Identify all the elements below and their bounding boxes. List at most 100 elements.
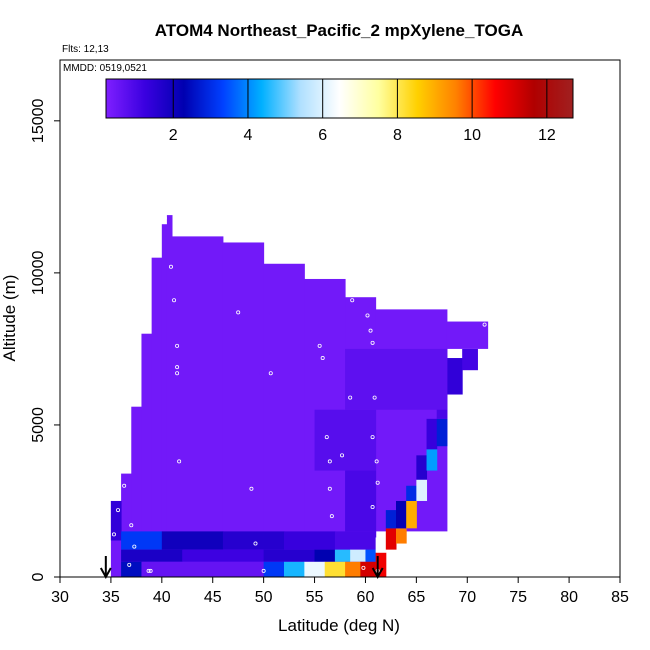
x-tick-label-5: 55 — [306, 589, 324, 606]
colorbar-tick-label-4: 10 — [463, 127, 481, 144]
x-tick-label-8: 70 — [458, 589, 476, 606]
heatmap-cell-29 — [416, 479, 428, 501]
colorbar: 2 4 6 8 10 12 — [105, 78, 574, 144]
y-axis-label: Altitude (m) — [0, 275, 19, 362]
heatmap-cell-0 — [110, 500, 122, 541]
sample-point-32 — [105, 495, 110, 500]
sample-point-9 — [177, 459, 182, 464]
field-column-5 — [161, 224, 168, 577]
sample-point-12 — [320, 356, 325, 361]
heatmap-cell-23 — [385, 528, 397, 550]
sample-point-27 — [370, 505, 375, 510]
field-column-4 — [151, 257, 163, 577]
x-tick-label-6: 60 — [357, 589, 375, 606]
sample-point-41 — [261, 568, 266, 573]
heatmap-cell-5 — [334, 531, 377, 550]
heatmap-cell-32 — [426, 418, 438, 450]
sample-point-7 — [175, 371, 180, 376]
x-tick-label-10: 80 — [560, 589, 578, 606]
field-column-1 — [121, 473, 132, 577]
y-tick-label-3: 15000 — [30, 98, 47, 143]
colorbar-tick-label-0: 2 — [169, 127, 178, 144]
sample-point-25 — [327, 486, 332, 491]
heatmap-cell-9 — [314, 549, 336, 562]
sample-point-13 — [350, 298, 355, 303]
heatmap-cells — [110, 348, 478, 577]
heatmap-cell-27 — [406, 500, 417, 529]
x-tick-label-2: 40 — [153, 589, 171, 606]
heatmap-cell-19 — [345, 561, 361, 577]
heatmap-cell-8 — [263, 549, 316, 562]
colorbar-tick-label-3: 8 — [393, 127, 402, 144]
sample-point-2 — [168, 264, 173, 269]
y-axis: 0 5000 10000 15000 — [30, 98, 60, 581]
heatmap-cell-4 — [284, 531, 336, 550]
x-axis-label: Latitude (deg N) — [278, 616, 400, 635]
colorbar-gradient — [105, 78, 574, 119]
sample-point-28 — [122, 483, 127, 488]
sample-point-38 — [482, 322, 487, 327]
sample-point-6 — [175, 365, 180, 370]
heatmap-cell-36 — [462, 348, 478, 371]
field-column-8 — [222, 242, 265, 577]
heatmap-cell-10 — [334, 549, 351, 562]
heatmap-cell-33 — [436, 418, 448, 447]
sample-point-20 — [340, 453, 345, 458]
colorbar-tick-label-2: 6 — [318, 127, 327, 144]
heatmap-cell-3 — [222, 531, 285, 550]
field-column-7 — [172, 236, 224, 577]
sample-point-4 — [236, 310, 241, 315]
y-tick-label-2: 10000 — [30, 251, 47, 296]
sample-point-19 — [327, 459, 332, 464]
heatmap-cell-18 — [324, 561, 346, 577]
sample-point-31 — [111, 532, 116, 537]
flights-label: Flts: 12,13 — [62, 44, 109, 55]
heatmap-cell-24 — [385, 510, 397, 529]
heatmap-cell-30 — [416, 455, 428, 480]
sample-point-5 — [175, 343, 180, 348]
sample-point-10 — [249, 486, 254, 491]
sample-point-22 — [370, 435, 375, 440]
heatmap-cell-2 — [161, 531, 224, 550]
sample-points — [105, 216, 487, 573]
colorbar-tick-label-5: 12 — [538, 127, 556, 144]
heatmap-cell-15 — [263, 561, 285, 577]
heatmap-cell-17 — [304, 561, 326, 577]
sample-point-24 — [375, 480, 380, 485]
x-tick-label-1: 35 — [102, 589, 120, 606]
x-tick-label-3: 45 — [204, 589, 222, 606]
y-tick-label-1: 5000 — [30, 407, 47, 443]
sample-point-35 — [127, 562, 132, 567]
sample-point-33 — [132, 544, 137, 549]
heatmap-cell-13 — [121, 561, 142, 577]
heatmap-cell-26 — [396, 500, 407, 529]
heatmap-cell-7 — [182, 549, 265, 562]
heatmap-cell-1 — [121, 531, 163, 550]
heatmap-cell-11 — [350, 549, 366, 562]
heatmap-cell-25 — [396, 528, 407, 544]
field-column-6 — [166, 215, 173, 577]
colorbar-tick-label-1: 4 — [244, 127, 253, 144]
sample-point-21 — [372, 395, 377, 400]
field-column-13 — [446, 321, 489, 349]
field-column-9 — [263, 263, 305, 577]
field-column-3 — [141, 333, 153, 577]
sample-point-15 — [368, 328, 373, 333]
sample-point-3 — [172, 298, 177, 303]
x-tick-label-11: 85 — [611, 589, 629, 606]
heatmap-cell-28 — [406, 485, 417, 501]
chart-title: ATOM4 Northeast_Pacific_2 mpXylene_TOGA — [155, 21, 523, 40]
x-tick-label-0: 30 — [51, 589, 69, 606]
sample-point-29 — [116, 508, 121, 513]
sample-point-36 — [146, 568, 151, 573]
heatmap-cell-35 — [446, 358, 463, 395]
x-tick-label-7: 65 — [407, 589, 425, 606]
sample-point-0 — [162, 216, 167, 221]
sample-point-17 — [348, 395, 353, 400]
sample-point-11 — [317, 343, 322, 348]
sample-point-16 — [370, 340, 375, 345]
sample-point-1 — [142, 267, 147, 272]
sample-point-23 — [374, 459, 379, 464]
